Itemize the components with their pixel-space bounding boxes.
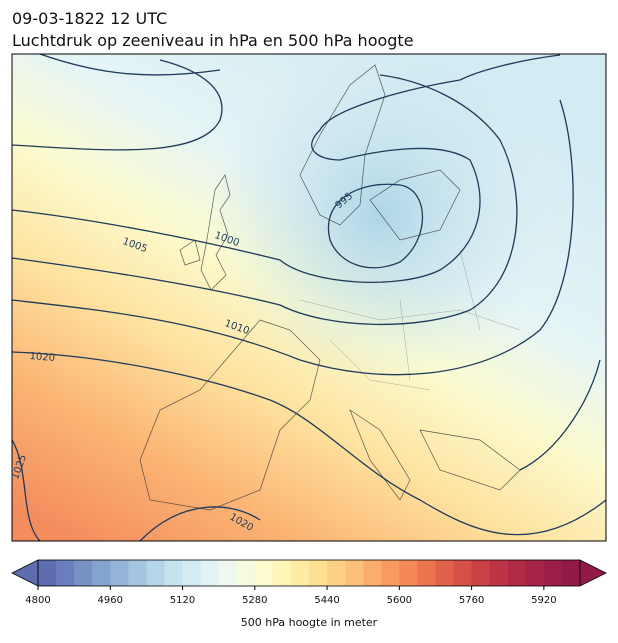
colorbar-segment xyxy=(92,560,111,586)
colorbar-segment xyxy=(74,560,93,586)
colorbar-segment xyxy=(435,560,455,586)
colorbar-segment xyxy=(218,560,238,586)
colorbar-tick-label: 5600 xyxy=(387,595,412,606)
colorbar-label: 500 hPa hoogte in meter xyxy=(241,616,378,629)
colorbar-tick-label: 4960 xyxy=(98,595,123,606)
colorbar-segment xyxy=(254,560,274,586)
colorbar-segment xyxy=(543,560,563,586)
colorbar-segment xyxy=(309,560,328,586)
colorbar: 4800 4960 5120 5280 5440 5600 5760 5920 xyxy=(11,559,607,606)
colorbar-segment xyxy=(327,560,346,586)
colorbar-segment xyxy=(561,560,581,586)
colorbar-tick-label: 4800 xyxy=(25,595,50,606)
map-frame xyxy=(11,53,607,542)
colorbar-segment xyxy=(381,560,400,586)
title: 09-03-1822 12 UTC xyxy=(12,9,167,28)
colorbar-segment xyxy=(56,560,75,586)
colorbar-extend-min xyxy=(11,559,39,587)
colorbar-segment xyxy=(200,560,220,586)
colorbar-segment xyxy=(399,560,418,586)
colorbar-segment xyxy=(182,560,202,586)
colorbar-tick-label: 5440 xyxy=(314,595,339,606)
colorbar-tick-label: 5280 xyxy=(242,595,267,606)
colorbar-segment xyxy=(110,560,129,586)
colorbar-segment xyxy=(128,560,147,586)
colorbar-segment xyxy=(417,560,436,586)
colorbar-segment xyxy=(471,560,491,586)
colorbar-segment xyxy=(290,560,310,586)
colorbar-segment xyxy=(507,560,527,586)
colorbar-segment xyxy=(363,560,382,586)
colorbar-segment xyxy=(146,560,165,586)
colorbar-segment xyxy=(453,560,473,586)
colorbar-tick-label: 5920 xyxy=(531,595,556,606)
colorbar-frame xyxy=(37,559,581,587)
colorbar-segment xyxy=(236,560,256,586)
colorbar-tick-label: 5120 xyxy=(170,595,195,606)
colorbar-segment xyxy=(345,560,364,586)
colorbar-tick-label: 5760 xyxy=(459,595,484,606)
map xyxy=(11,53,607,542)
colorbar-segment xyxy=(272,560,292,586)
colorbar-segment xyxy=(164,560,184,586)
contour-label: 1020 xyxy=(29,351,55,364)
colorbar-segment xyxy=(525,560,545,586)
colorbar-segment xyxy=(489,560,509,586)
colorbar-extend-max xyxy=(579,559,607,587)
colorbar-segment xyxy=(38,560,57,586)
subtitle: Luchtdruk op zeeniveau in hPa en 500 hPa… xyxy=(12,31,414,50)
